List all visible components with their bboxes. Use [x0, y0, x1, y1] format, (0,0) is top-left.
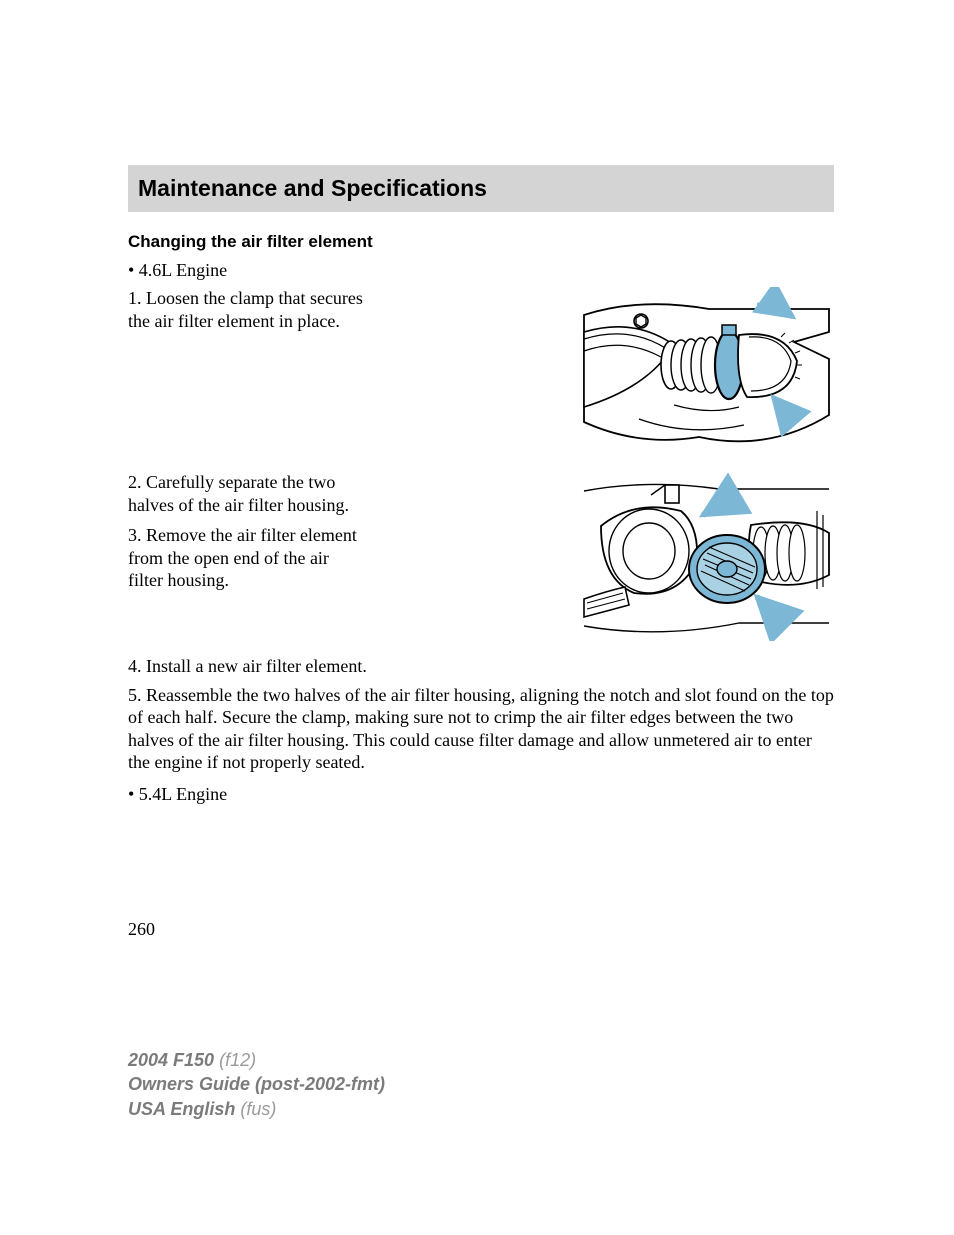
figure2-col — [384, 471, 834, 641]
step3-text: 3. Remove the air filter element from th… — [128, 524, 368, 592]
page-number: 260 — [128, 919, 155, 940]
step1-text-col: 1. Loosen the clamp that secures the air… — [128, 287, 368, 338]
footer-code1: (f12) — [219, 1050, 256, 1070]
footer-model: 2004 F150 — [128, 1050, 214, 1070]
footer-line2: Owners Guide (post-2002-fmt) — [128, 1072, 385, 1096]
figure1-col — [384, 287, 834, 457]
step1-row: 1. Loosen the clamp that secures the air… — [128, 287, 834, 457]
figure2-housing-diagram — [579, 471, 834, 641]
footer-line3: USA English (fus) — [128, 1097, 385, 1121]
engine-bullet-46: • 4.6L Engine — [128, 260, 834, 281]
footer-lang: USA English — [128, 1099, 235, 1119]
step1-text: 1. Loosen the clamp that secures the air… — [128, 287, 368, 332]
manual-page: Maintenance and Specifications Changing … — [0, 0, 954, 1235]
section-title: Maintenance and Specifications — [138, 175, 824, 202]
section-header-bar: Maintenance and Specifications — [128, 165, 834, 212]
footer-line1: 2004 F150 (f12) — [128, 1048, 385, 1072]
step2-text: 2. Carefully separate the two halves of … — [128, 471, 368, 516]
subheading: Changing the air filter element — [128, 232, 834, 252]
engine-bullet-54: • 5.4L Engine — [128, 784, 834, 805]
step23-row: 2. Carefully separate the two halves of … — [128, 471, 834, 641]
step4-text: 4. Install a new air filter element. — [128, 655, 834, 678]
footer-block: 2004 F150 (f12) Owners Guide (post-2002-… — [128, 1048, 385, 1121]
step23-text-col: 2. Carefully separate the two halves of … — [128, 471, 368, 598]
footer-code3: (fus) — [240, 1099, 276, 1119]
figure1-clamp-diagram — [579, 287, 834, 457]
step5-text: 5. Reassemble the two halves of the air … — [128, 684, 834, 774]
